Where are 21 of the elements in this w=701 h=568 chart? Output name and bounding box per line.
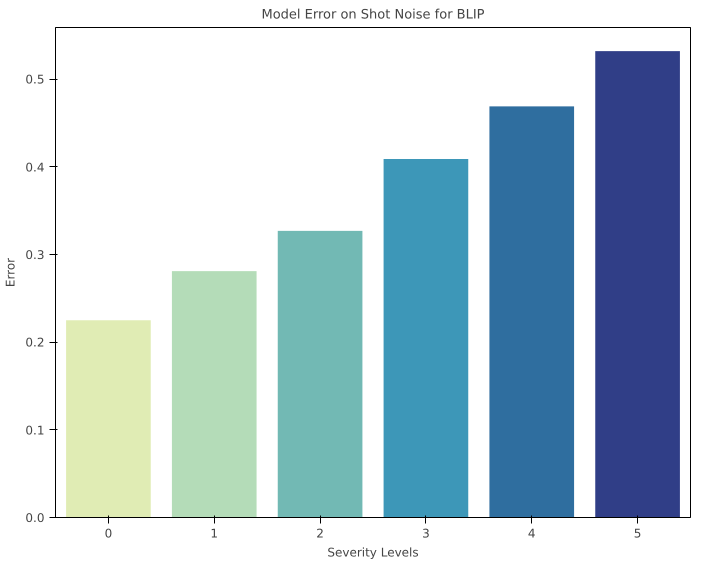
y-tick-label: 0.5 [25,72,45,87]
y-tick-label: 0.3 [25,248,45,262]
y-tick-label: 0.0 [25,511,45,525]
x-tick-label: 0 [104,526,112,540]
bar [172,271,257,518]
y-tick-label: 0.1 [25,423,45,438]
y-tick-label: 0.2 [25,336,45,350]
x-axis-title: Severity Levels [327,546,419,560]
y-tick-label: 0.4 [25,160,45,174]
y-axis-title: Error [3,258,18,288]
bar [384,158,468,518]
x-tick-label: 3 [422,526,430,540]
bar [66,320,151,518]
bar [489,106,574,518]
x-tick-label: 2 [316,526,324,540]
bar [595,51,680,518]
x-tick-label: 1 [210,526,218,540]
chart-title: Model Error on Shot Noise for BLIP [261,8,485,22]
x-tick-label: 4 [528,526,536,540]
x-tick-label: 5 [634,526,642,540]
bar [278,230,362,518]
